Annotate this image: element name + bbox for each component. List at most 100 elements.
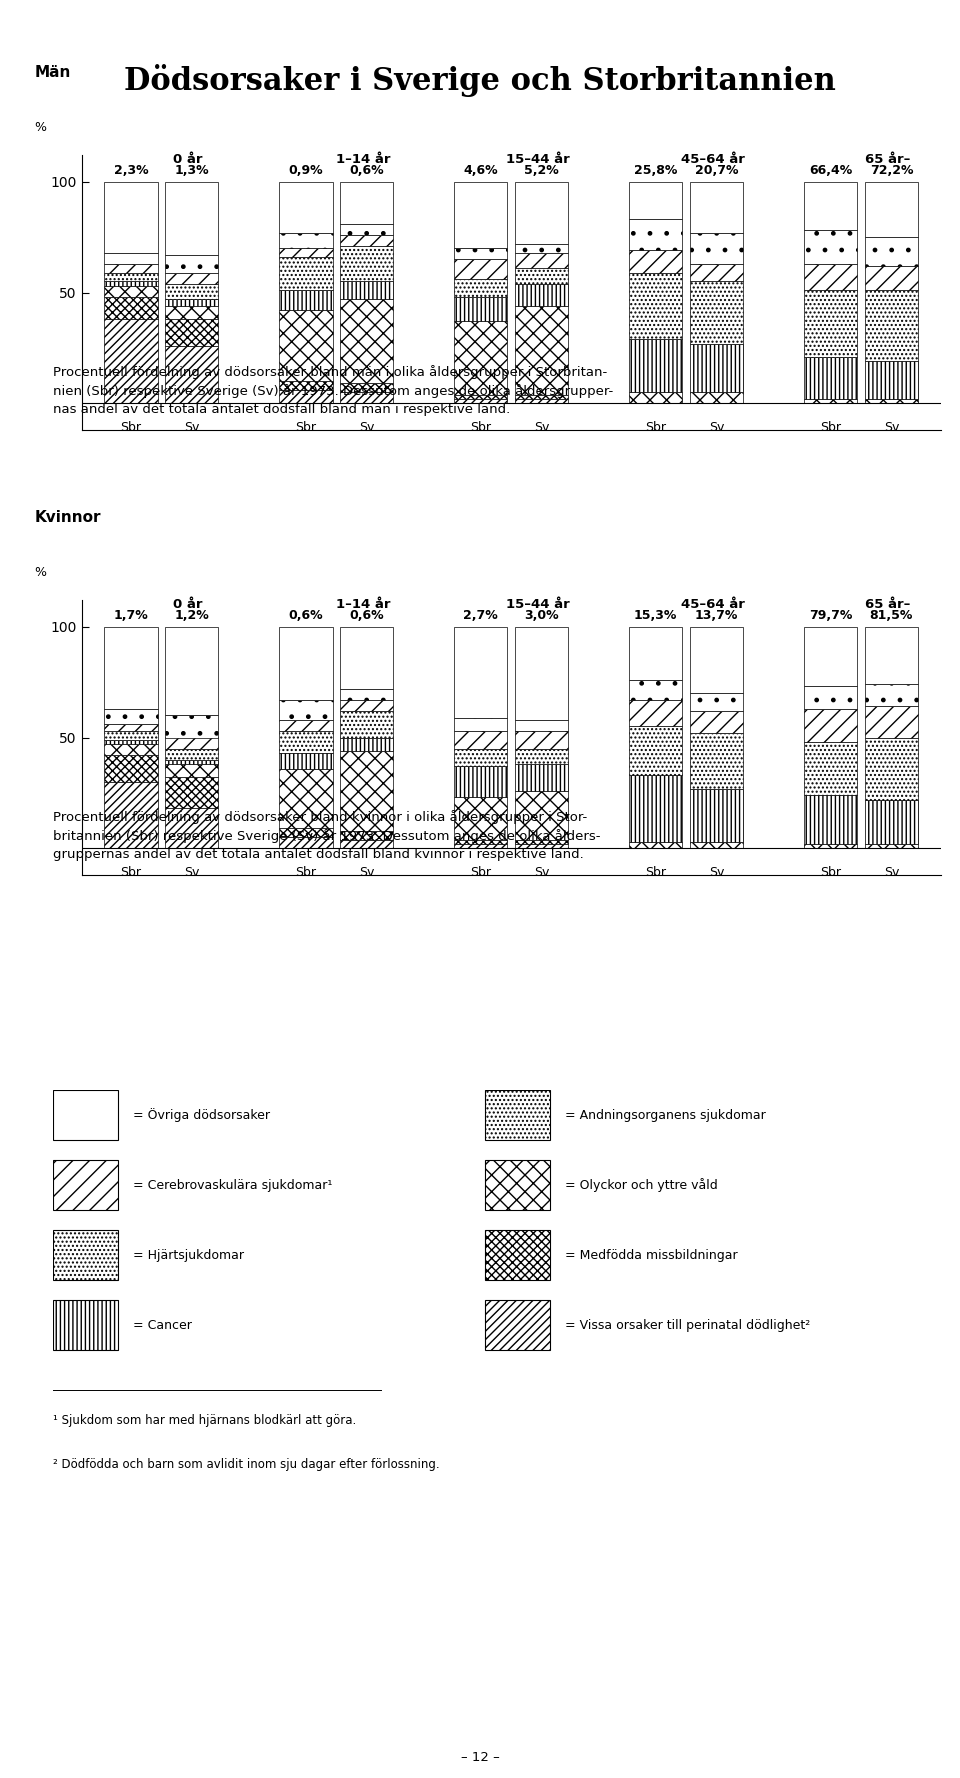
Bar: [804, 741, 857, 795]
Text: Sbr: Sbr: [820, 421, 841, 434]
Bar: [804, 357, 857, 398]
Bar: [279, 249, 332, 258]
Bar: [165, 777, 219, 809]
Bar: [515, 306, 568, 395]
Bar: [454, 181, 508, 249]
Bar: [690, 841, 743, 848]
Bar: [629, 841, 683, 848]
Text: = Hjärtsjukdomar: = Hjärtsjukdomar: [133, 1248, 244, 1262]
Bar: [454, 749, 508, 766]
Text: %: %: [35, 121, 46, 133]
Bar: [165, 306, 219, 318]
Bar: [105, 263, 157, 272]
Text: 0,6%: 0,6%: [289, 610, 324, 622]
Text: 79,7%: 79,7%: [809, 610, 852, 622]
Bar: [105, 745, 157, 756]
Bar: [515, 720, 568, 731]
Text: 15,3%: 15,3%: [634, 610, 678, 622]
Text: 72,2%: 72,2%: [870, 164, 913, 178]
Text: Sbr: Sbr: [296, 866, 317, 878]
Bar: [690, 181, 743, 233]
Text: 65 år–: 65 år–: [865, 153, 910, 165]
Bar: [279, 768, 332, 829]
Text: Sbr: Sbr: [645, 421, 666, 434]
Bar: [105, 272, 157, 281]
Bar: [53, 1230, 118, 1280]
Bar: [865, 706, 918, 738]
Bar: [515, 398, 568, 404]
Bar: [165, 626, 219, 715]
Bar: [515, 845, 568, 848]
Bar: [865, 738, 918, 800]
Bar: [515, 252, 568, 268]
Bar: [454, 845, 508, 848]
Text: 4,6%: 4,6%: [464, 164, 498, 178]
Text: Män: Män: [35, 66, 71, 80]
Text: 3,0%: 3,0%: [524, 610, 559, 622]
Text: 45–64 år: 45–64 år: [681, 153, 745, 165]
Text: Sv: Sv: [708, 421, 724, 434]
Bar: [865, 267, 918, 290]
Bar: [454, 718, 508, 731]
Bar: [865, 845, 918, 848]
Bar: [485, 1159, 549, 1211]
Bar: [629, 251, 683, 272]
Text: 0,9%: 0,9%: [289, 164, 324, 178]
Bar: [105, 782, 157, 848]
Text: 1,3%: 1,3%: [175, 164, 209, 178]
Bar: [454, 731, 508, 749]
Text: 66,4%: 66,4%: [809, 164, 852, 178]
Bar: [340, 181, 394, 224]
Bar: [629, 679, 683, 701]
Bar: [804, 181, 857, 231]
Bar: [279, 701, 332, 720]
Bar: [690, 693, 743, 711]
Bar: [865, 398, 918, 404]
Text: – 12 –: – 12 –: [461, 1751, 499, 1764]
Bar: [279, 309, 332, 380]
Text: 2,7%: 2,7%: [464, 610, 498, 622]
Bar: [454, 297, 508, 322]
Text: Sv: Sv: [359, 866, 374, 878]
Bar: [279, 754, 332, 768]
Text: 15–44 år: 15–44 år: [506, 153, 569, 165]
Bar: [515, 839, 568, 845]
Bar: [105, 731, 157, 740]
Text: Sv: Sv: [534, 421, 549, 434]
Bar: [454, 626, 508, 718]
Text: Dödsorsaker i Sverige och Storbritannien: Dödsorsaker i Sverige och Storbritannien: [124, 64, 836, 98]
Bar: [340, 224, 394, 235]
Text: = Övriga dödsorsaker: = Övriga dödsorsaker: [133, 1108, 270, 1122]
Bar: [165, 299, 219, 306]
Bar: [515, 181, 568, 244]
Text: ¹ Sjukdom som har med hjärnans blodkärl att göra.: ¹ Sjukdom som har med hjärnans blodkärl …: [53, 1414, 356, 1428]
Text: Sbr: Sbr: [470, 866, 492, 878]
Bar: [340, 750, 394, 830]
Bar: [629, 701, 683, 727]
Bar: [485, 1300, 549, 1351]
Text: 1,7%: 1,7%: [113, 610, 149, 622]
Bar: [53, 1300, 118, 1351]
Bar: [454, 398, 508, 404]
Bar: [629, 393, 683, 404]
Text: 25,8%: 25,8%: [634, 164, 678, 178]
Text: Kvinnor: Kvinnor: [35, 510, 101, 525]
Bar: [690, 281, 743, 343]
Bar: [515, 731, 568, 749]
Bar: [454, 395, 508, 398]
Bar: [105, 252, 157, 263]
Text: = Andningsorganens sjukdomar: = Andningsorganens sjukdomar: [565, 1109, 766, 1122]
Bar: [515, 284, 568, 306]
Bar: [804, 626, 857, 686]
Bar: [690, 788, 743, 841]
Bar: [865, 181, 918, 236]
Bar: [53, 1159, 118, 1211]
Bar: [865, 290, 918, 361]
Bar: [105, 709, 157, 724]
Text: 1–14 år: 1–14 år: [336, 153, 390, 165]
Bar: [165, 715, 219, 738]
Bar: [340, 281, 394, 299]
Bar: [340, 626, 394, 688]
Text: 15–44 år: 15–44 år: [506, 597, 569, 612]
Bar: [165, 318, 219, 345]
